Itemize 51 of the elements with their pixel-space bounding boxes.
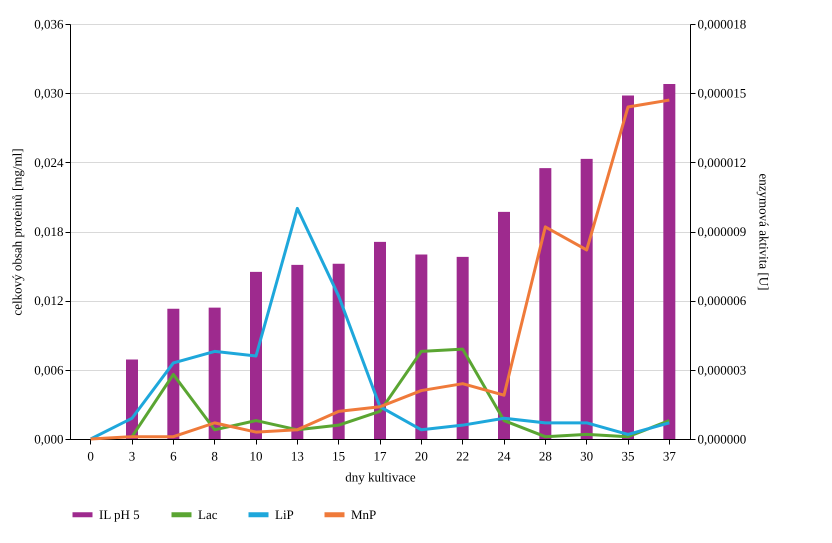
x-tick-label: 6 [170, 448, 178, 464]
bar [622, 95, 634, 439]
bar [663, 84, 676, 439]
bar [498, 212, 510, 439]
legend-label: MnP [351, 506, 376, 522]
y-tick-label: 0,024 [34, 154, 64, 170]
y2-tick-label: 0,000015 [698, 86, 746, 101]
bar [456, 256, 469, 439]
line-series [89, 206, 671, 440]
line-series [89, 98, 671, 440]
y2-tick-label: 0,000018 [698, 16, 746, 32]
legend-label: IL pH 5 [99, 506, 140, 522]
bar [250, 272, 262, 439]
x-tick-label: 3 [128, 448, 136, 464]
x-tick-label: 13 [290, 448, 304, 464]
bar [539, 168, 552, 439]
x-tick-label: 24 [498, 448, 511, 464]
y-tick-label: 0,018 [34, 224, 64, 239]
x-tick-label: 10 [250, 448, 262, 464]
x-axis-title: dny kultivace [345, 470, 416, 484]
legend-label: Lac [198, 506, 218, 522]
y2-tick-label: 0,000000 [698, 432, 746, 446]
bar [374, 242, 386, 439]
x-tick-label: 22 [456, 448, 470, 464]
bar [580, 158, 593, 439]
y-tick-label: 0,030 [34, 86, 64, 101]
bar [332, 264, 345, 439]
x-tick-label: 15 [332, 448, 346, 464]
y-tick-label: 0,012 [34, 293, 64, 308]
y-tick-label: 0,000 [34, 432, 64, 446]
y2-axis-title: enzymová aktivita [U] [756, 174, 772, 290]
x-tick-label: 17 [374, 448, 387, 464]
x-tick-label: 20 [414, 448, 428, 464]
bar [415, 254, 428, 439]
y-axis-title: celkový obsah proteinů [mg/ml] [9, 148, 24, 316]
x-tick-label: 37 [662, 448, 676, 464]
x-tick-label: 28 [538, 448, 552, 464]
bar [208, 308, 221, 439]
bar [167, 308, 180, 439]
x-tick-label: 0 [87, 448, 94, 464]
y2-tick-label: 0,000003 [698, 362, 746, 378]
y2-tick-label: 0,000006 [698, 293, 747, 308]
x-tick-label: 35 [622, 448, 634, 464]
y-tick-label: 0,036 [34, 16, 64, 32]
y-tick-label: 0,006 [34, 362, 64, 378]
y2-tick-label: 0,000009 [698, 224, 746, 239]
bar [291, 264, 304, 439]
y2-tick-label: 0,000012 [698, 154, 746, 170]
x-tick-label: 30 [580, 448, 594, 464]
x-tick-label: 8 [211, 448, 218, 464]
legend-label: LiP [275, 506, 294, 522]
